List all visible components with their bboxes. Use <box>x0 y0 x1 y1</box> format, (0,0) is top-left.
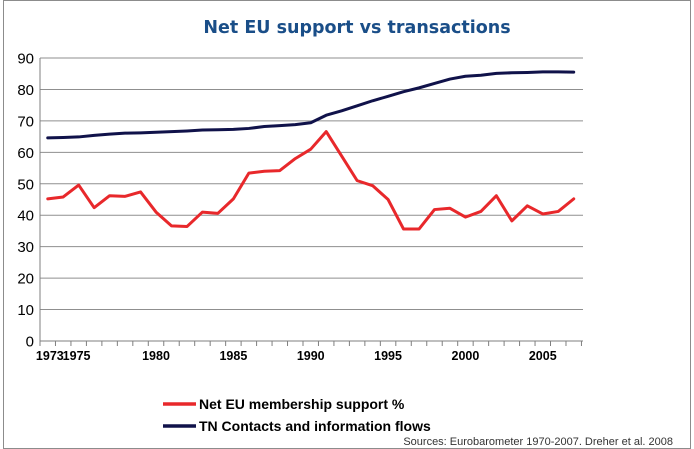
y-tick-label-90: 90 <box>17 51 34 68</box>
chart-border <box>3 0 691 449</box>
x-axis-ticks <box>39 341 582 346</box>
x-tick-label-2005: 2005 <box>529 349 557 363</box>
y-tick-label-10: 10 <box>17 302 34 319</box>
x-tick-label-1995: 1995 <box>374 349 402 363</box>
legend-label-series-0: Net EU membership support % <box>199 396 405 412</box>
y-tick-label-0: 0 <box>26 334 34 351</box>
x-tick-label-1980: 1980 <box>142 349 170 363</box>
series-line-0 <box>46 130 576 231</box>
y-tick-label-70: 70 <box>17 113 34 130</box>
legend-label-series-1: TN Contacts and information flows <box>199 418 431 434</box>
y-axis-tick-labels: 0 10 20 30 40 50 60 70 80 90 <box>17 51 34 351</box>
y-tick-label-50: 50 <box>17 176 34 193</box>
x-tick-label-2000: 2000 <box>452 349 480 363</box>
series-layer <box>46 70 576 231</box>
x-tick-label-1990: 1990 <box>297 349 325 363</box>
x-tick-label-1975: 1975 <box>63 349 91 363</box>
y-tick-label-40: 40 <box>17 208 34 225</box>
gridlines <box>40 57 583 311</box>
x-tick-label-1985: 1985 <box>219 349 247 363</box>
y-tick-label-80: 80 <box>17 82 34 99</box>
chart-title: Net EU support vs transactions <box>203 18 510 38</box>
x-tick-label-1973: 1973 <box>36 349 64 363</box>
y-tick-label-20: 20 <box>17 271 34 288</box>
source-note: Sources: Eurobarometer 1970-2007. Dreher… <box>403 436 673 448</box>
y-tick-label-30: 30 <box>17 239 34 256</box>
series-line-1 <box>46 70 576 140</box>
y-tick-label-60: 60 <box>17 145 34 162</box>
legend: Net EU membership support % TN Contacts … <box>163 396 431 434</box>
